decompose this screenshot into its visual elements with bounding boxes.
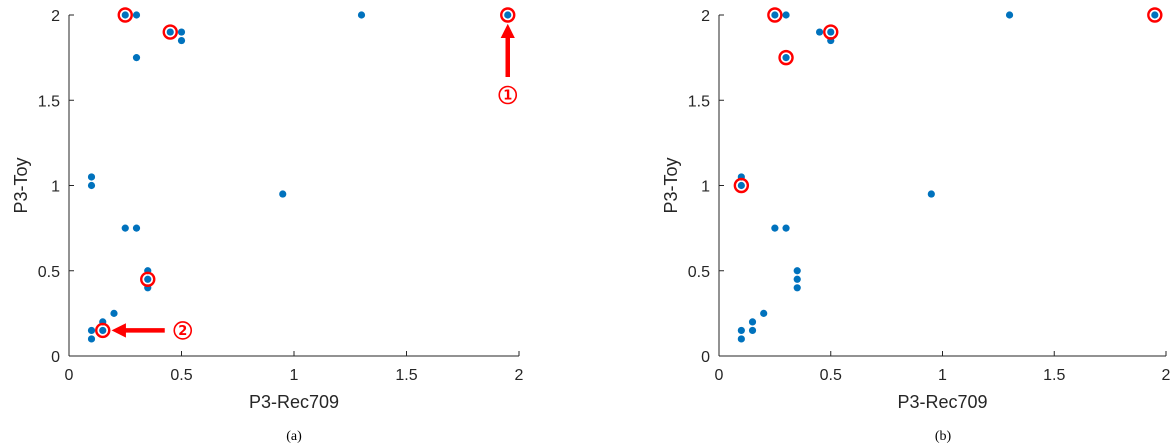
annotation-marker-ring — [498, 85, 518, 105]
data-point — [737, 326, 745, 335]
highlight-ring — [140, 271, 156, 287]
data-point — [177, 36, 186, 45]
x-tick-label: 2 — [515, 367, 524, 384]
data-point — [748, 326, 757, 335]
data-point — [782, 224, 790, 232]
data-point — [793, 284, 801, 292]
data-point — [87, 181, 96, 190]
x-tick-label: 0.5 — [170, 367, 192, 384]
y-axis-title: P3-Toy — [661, 157, 681, 213]
panel-caption: (a) — [286, 429, 302, 444]
y-tick-label: 0.5 — [38, 264, 60, 281]
scatter-panel-b: 0 0.5 1 1.5 2 0 0.5 1 1.5 2 P3-Rec709 P3-Toy (b) — [661, 7, 1171, 444]
data-point — [99, 326, 107, 335]
annotation-marker-ring — [173, 321, 193, 340]
data-point — [121, 11, 129, 19]
x-tick-label: 1 — [938, 367, 947, 384]
x-tick-label: 0 — [65, 367, 74, 384]
data-point — [782, 11, 790, 19]
data-point — [87, 173, 96, 181]
data-point — [782, 54, 790, 62]
data-point — [771, 224, 779, 232]
data-point — [279, 190, 287, 198]
data-point — [815, 28, 824, 36]
data-point — [760, 309, 768, 317]
data-point — [357, 11, 366, 19]
y-tick-label: 1 — [51, 179, 60, 196]
x-tick-label: 1 — [290, 367, 299, 384]
x-tick-label: 1.5 — [395, 367, 417, 384]
highlight-ring — [162, 24, 178, 40]
highlight-ring — [767, 7, 783, 23]
panel-caption: (b) — [935, 429, 952, 444]
x-axis-title: P3-Rec709 — [897, 392, 987, 412]
annotation-label: 2 — [178, 324, 187, 339]
x-tick-label: 1.5 — [1043, 367, 1065, 384]
data-point — [737, 335, 745, 343]
y-tick-label: 1.5 — [688, 93, 710, 110]
highlight-ring — [500, 7, 516, 23]
y-tick-label: 0.5 — [688, 264, 710, 281]
y-tick-label: 1.5 — [38, 93, 60, 110]
highlight-ring — [1147, 7, 1163, 23]
data-point — [737, 181, 745, 190]
x-tick-label: 0 — [715, 367, 724, 384]
data-point — [771, 11, 779, 19]
scatter-panel-a: 0 0.5 1 1.5 2 0 0.5 1 1.5 2 P3-Rec709 P3-Toy 1 2 (a) — [11, 7, 524, 444]
highlight-ring — [117, 7, 133, 23]
data-point — [132, 54, 141, 62]
data-point — [504, 11, 512, 19]
data-point — [132, 224, 141, 232]
y-tick-label: 0 — [701, 349, 710, 366]
data-point — [793, 267, 801, 275]
data-point — [748, 318, 757, 326]
data-point — [177, 28, 186, 36]
highlight-ring — [778, 49, 794, 66]
data-point — [827, 28, 835, 36]
y-tick-label: 0 — [51, 349, 60, 366]
y-tick-label: 2 — [701, 8, 710, 25]
highlight-ring — [733, 177, 750, 194]
highlight-ring — [95, 322, 111, 339]
highlight-ring — [823, 24, 839, 40]
data-point — [927, 190, 935, 198]
y-tick-label: 1 — [701, 179, 710, 196]
data-point — [166, 28, 174, 36]
data-point — [110, 309, 118, 317]
x-tick-label: 0.5 — [820, 367, 842, 384]
data-point — [793, 275, 801, 283]
y-tick-label: 2 — [51, 8, 60, 25]
annotation-label: 1 — [503, 89, 512, 104]
data-point — [87, 326, 96, 335]
data-point — [1005, 11, 1014, 19]
data-point — [121, 224, 129, 232]
data-point — [1151, 11, 1159, 19]
x-tick-label: 2 — [1162, 367, 1171, 384]
x-axis-title: P3-Rec709 — [249, 392, 339, 412]
y-axis-title: P3-Toy — [11, 157, 31, 213]
data-point — [87, 335, 96, 343]
data-point — [132, 11, 141, 19]
data-point — [144, 275, 152, 283]
